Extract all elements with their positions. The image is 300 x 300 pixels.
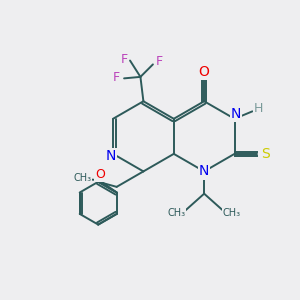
Text: N: N bbox=[199, 164, 209, 178]
Text: CH₃: CH₃ bbox=[223, 208, 241, 218]
Text: F: F bbox=[121, 53, 128, 66]
Text: O: O bbox=[199, 64, 210, 79]
Text: CH₃: CH₃ bbox=[73, 173, 91, 183]
Text: CH₃: CH₃ bbox=[167, 208, 186, 218]
Text: F: F bbox=[113, 71, 120, 84]
Text: N: N bbox=[106, 149, 116, 163]
Text: O: O bbox=[95, 168, 105, 181]
Text: N: N bbox=[231, 107, 241, 121]
Text: F: F bbox=[155, 55, 162, 68]
Text: H: H bbox=[254, 103, 264, 116]
Text: S: S bbox=[261, 147, 269, 161]
